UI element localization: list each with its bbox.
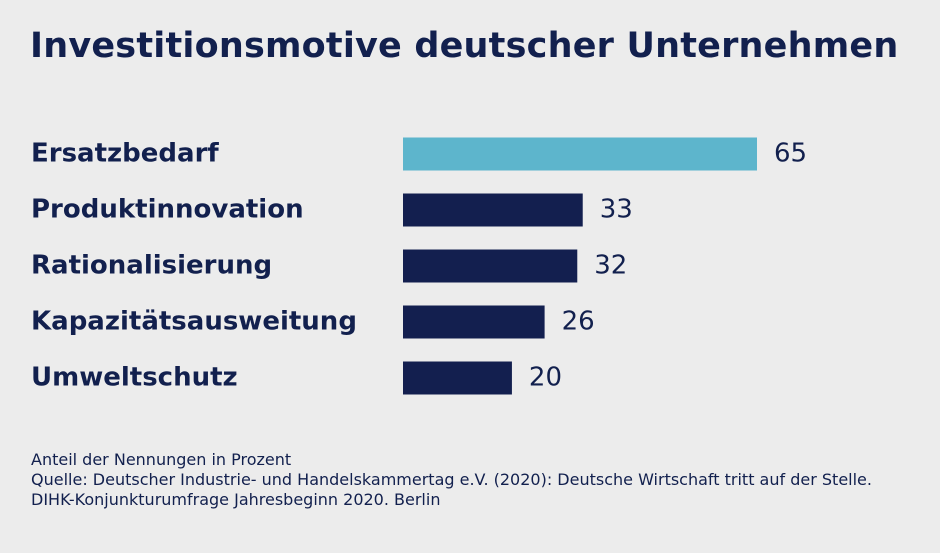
- value-label: 20: [529, 363, 562, 393]
- value-label: 65: [774, 139, 807, 169]
- category-label: Umweltschutz: [31, 363, 238, 393]
- bar-chart: Ersatzbedarf 65 Produktinnovation 33 Rationa…: [31, 137, 807, 395]
- chart-notes: Anteil der Nennungen in Prozent Quelle: …: [31, 450, 916, 510]
- unit-note: Anteil der Nennungen in Prozent: [31, 450, 292, 469]
- category-label: Kapazitätsausweitung: [31, 307, 357, 337]
- bar: [403, 249, 578, 283]
- value-label: 32: [594, 251, 627, 281]
- chart-title: Investitionsmotive deutscher Unternehmen: [30, 26, 899, 66]
- bar: [403, 193, 583, 227]
- bar: [403, 361, 512, 395]
- category-label: Rationalisierung: [31, 251, 272, 281]
- category-label: Ersatzbedarf: [31, 139, 219, 169]
- bar: [403, 305, 545, 339]
- bar: [403, 137, 757, 171]
- source-note: Quelle: Deutscher Industrie- und Handels…: [31, 470, 872, 509]
- value-label: 33: [600, 195, 633, 225]
- value-label: 26: [562, 307, 595, 337]
- category-label: Produktinnovation: [31, 195, 304, 225]
